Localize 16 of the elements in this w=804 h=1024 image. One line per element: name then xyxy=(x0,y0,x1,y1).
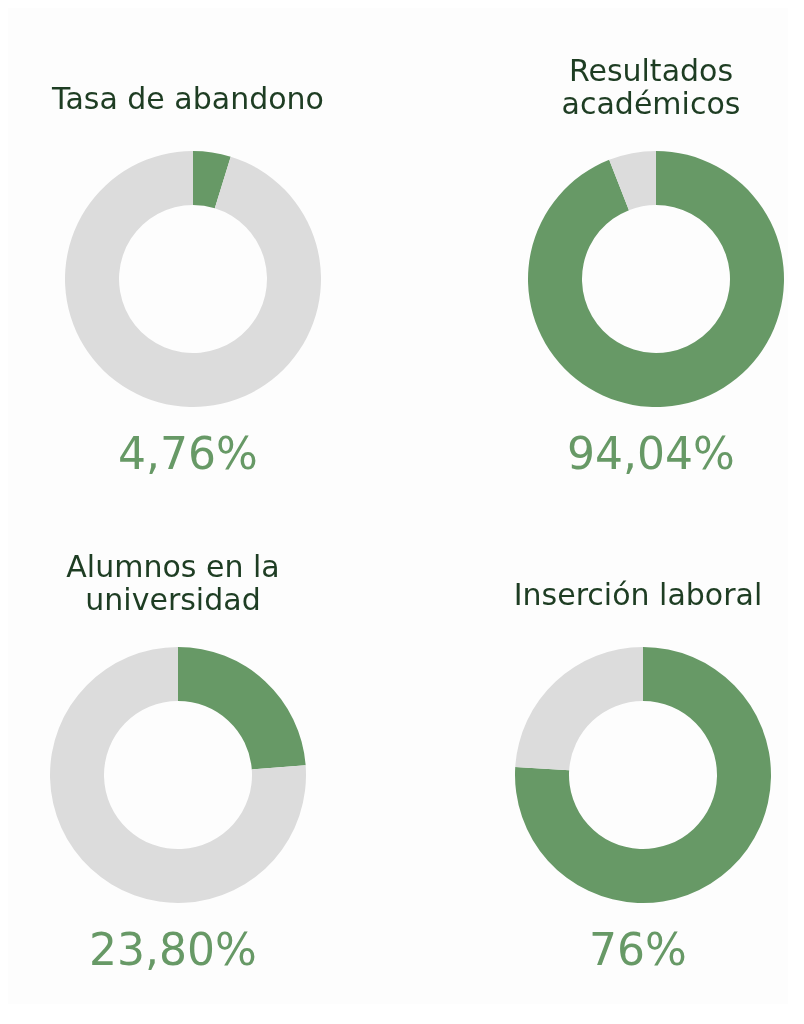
donut-slice xyxy=(528,151,784,407)
donut-slice xyxy=(50,647,306,903)
donut-slice xyxy=(65,151,321,407)
donut-slice xyxy=(515,647,643,771)
chart-title: Alumnos en la universidad xyxy=(65,549,281,617)
chart-title: Tasa de abandono xyxy=(51,81,325,116)
text: 23,80% xyxy=(89,924,257,975)
chart-title: Inserción laboral xyxy=(512,577,764,612)
text: 4,76% xyxy=(118,428,258,479)
donut-slice xyxy=(609,151,656,211)
donut-slice xyxy=(193,151,231,209)
donut-slice xyxy=(178,647,306,770)
text: 76% xyxy=(589,924,687,975)
text: 94,04% xyxy=(567,428,735,479)
donut-slice xyxy=(515,647,771,903)
chart-title: Resultados académicos xyxy=(560,53,742,121)
